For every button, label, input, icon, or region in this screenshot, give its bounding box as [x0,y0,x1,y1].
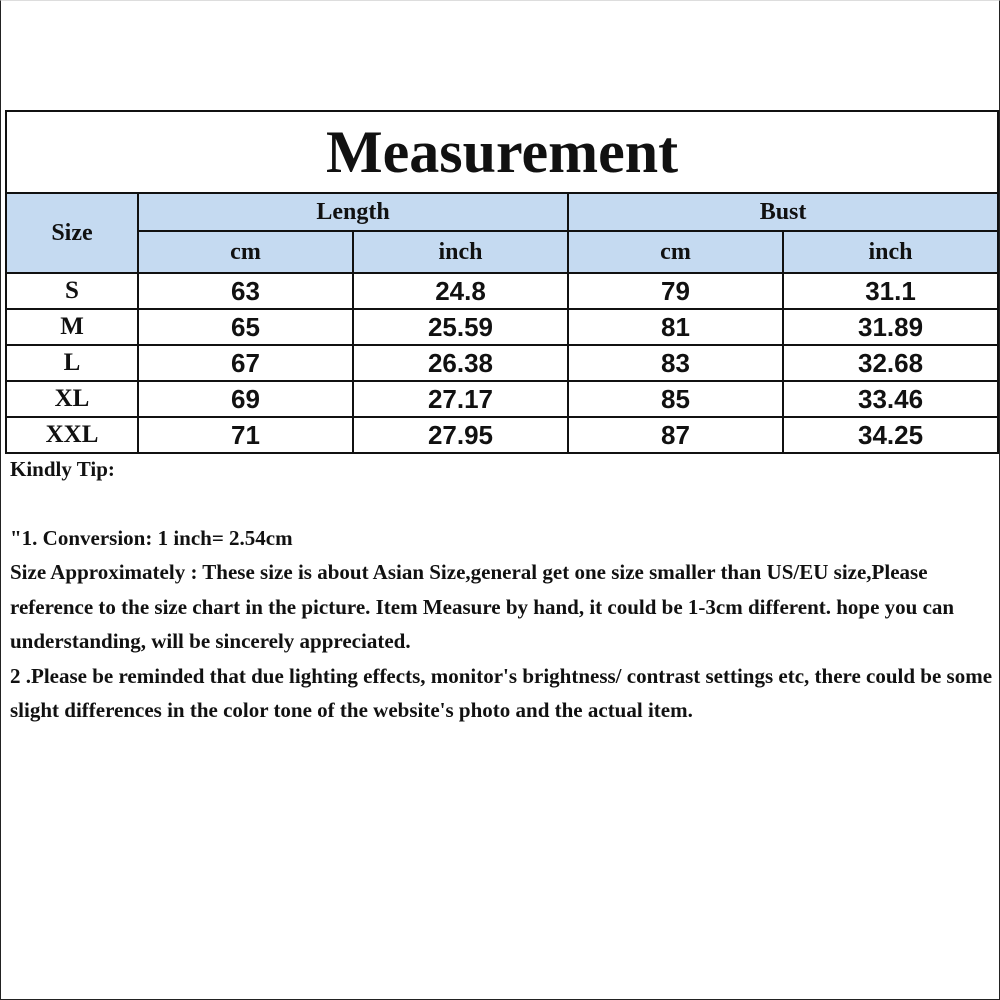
size-cell: XXL [5,416,139,454]
length-inch-cell: 25.59 [352,308,569,346]
size-cell: XL [5,380,139,418]
length-inch-cell: 27.17 [352,380,569,418]
bust-inch-cell: 33.46 [781,380,1000,418]
length-inch-cell: 26.38 [352,344,569,382]
size-cell: M [5,308,139,346]
table-title: Measurement [4,110,1000,194]
table-row: XXL 71 27.95 87 34.25 [5,416,1000,454]
notes-heading: Kindly Tip: [10,457,115,481]
bust-inch-cell: 31.89 [781,308,1000,346]
bust-cm-cell: 87 [567,416,784,454]
bust-cm-cell: 79 [567,272,784,310]
note-color-difference: 2 .Please be reminded that due lighting … [10,663,993,723]
header-length-cm: cm [137,230,354,274]
size-chart-table: Measurement Size Length Bust cm inch cm … [4,110,1000,454]
length-cm-cell: 63 [137,272,354,310]
length-cm-cell: 69 [137,380,354,418]
table-row: M 65 25.59 81 31.89 [5,308,1000,346]
header-length-inch: inch [352,230,569,274]
length-inch-cell: 27.95 [352,416,569,454]
length-cm-cell: 65 [137,308,354,346]
header-bust-inch: inch [781,230,1000,274]
table-row: XL 69 27.17 85 33.46 [5,380,1000,418]
bust-inch-cell: 31.1 [781,272,1000,310]
table-row: L 67 26.38 83 32.68 [5,344,1000,382]
length-cm-cell: 67 [137,344,354,382]
length-inch-cell: 24.8 [352,272,569,310]
header-bust: Bust [566,192,1000,232]
bust-inch-cell: 34.25 [781,416,1000,454]
note-conversion: "1. Conversion: 1 inch= 2.54cm [10,525,293,550]
size-cell: L [5,344,139,382]
header-bust-cm: cm [567,230,784,274]
note-size-approximately: Size Approximately : These size is about… [10,560,955,653]
size-cell: S [5,272,139,310]
header-length: Length [137,192,569,232]
bust-cm-cell: 85 [567,380,784,418]
bust-cm-cell: 81 [567,308,784,346]
bust-cm-cell: 83 [567,344,784,382]
length-cm-cell: 71 [137,416,354,454]
header-size: Size [5,192,139,274]
kindly-tip-notes: Kindly Tip: "1. Conversion: 1 inch= 2.54… [10,452,995,728]
bust-inch-cell: 32.68 [781,344,1000,382]
table-row: S 63 24.8 79 31.1 [5,272,1000,310]
